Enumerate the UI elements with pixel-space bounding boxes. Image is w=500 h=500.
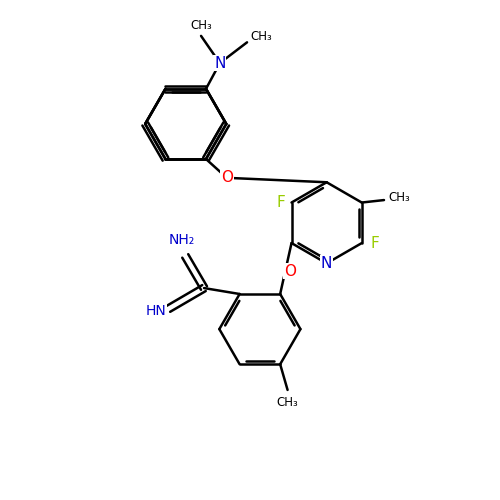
Text: CH₃: CH₃ <box>388 191 409 204</box>
Text: F: F <box>276 195 285 210</box>
Text: CH₃: CH₃ <box>250 30 272 43</box>
Text: N: N <box>321 256 332 271</box>
Text: HN: HN <box>146 304 167 318</box>
Text: NH₂: NH₂ <box>168 233 194 247</box>
Text: CH₃: CH₃ <box>190 18 212 32</box>
Text: F: F <box>370 236 379 250</box>
Text: N: N <box>214 56 226 70</box>
Text: O: O <box>221 170 233 186</box>
Text: O: O <box>284 264 296 278</box>
Text: CH₃: CH₃ <box>276 396 298 409</box>
